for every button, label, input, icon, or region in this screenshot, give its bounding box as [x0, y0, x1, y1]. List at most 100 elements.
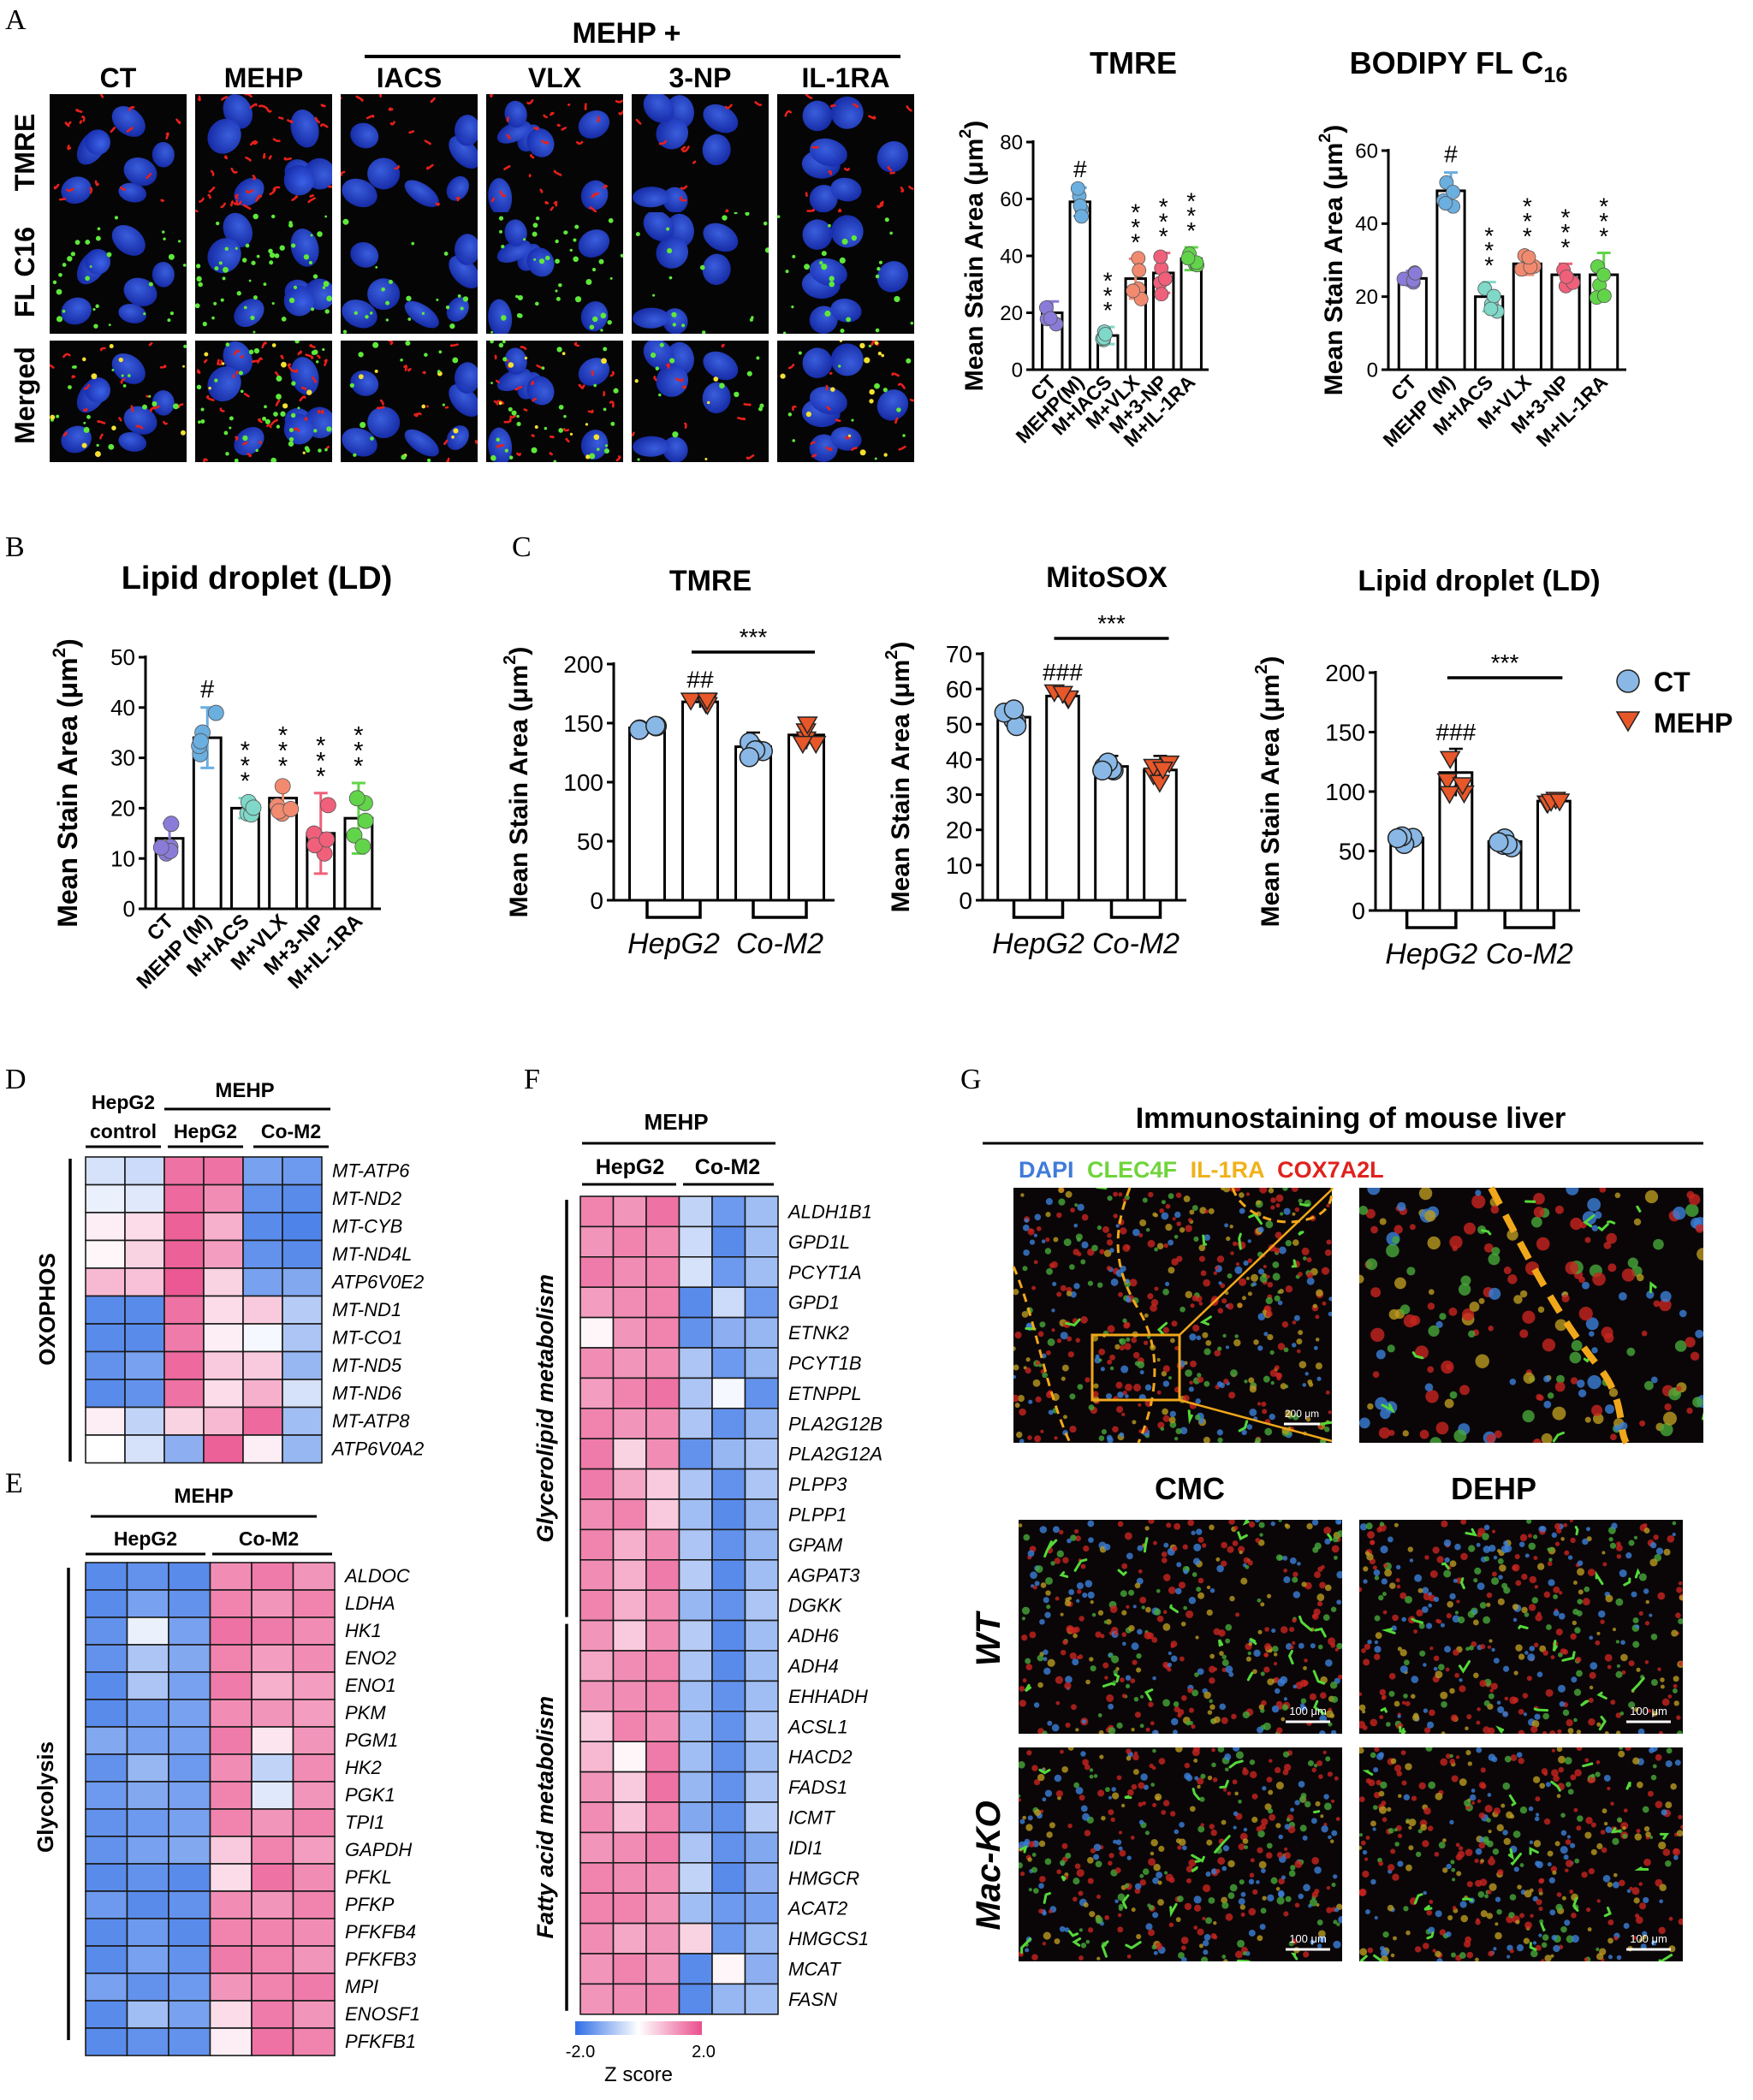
tissue-signal: [1247, 1239, 1251, 1243]
tissue-signal: [1529, 1575, 1537, 1584]
nucleus: [663, 187, 688, 212]
tissue-signal: [1024, 1218, 1029, 1223]
chart-c-ld-point-mehp: [1439, 750, 1461, 769]
tissue-signal: [1309, 1693, 1317, 1700]
lipid-signal: [326, 426, 332, 432]
mitochondria-signal: [430, 97, 436, 104]
tissue-signal: [1559, 1591, 1563, 1595]
tissue-signal: [1328, 1296, 1332, 1302]
tissue-signal: [1359, 1206, 1369, 1215]
heatmap-e-cell: [209, 1836, 253, 1865]
nucleus: [578, 110, 610, 139]
heatmap-d-cell: [163, 1183, 205, 1213]
tissue-signal: [1159, 1208, 1165, 1213]
kupffer-cell-signal: [1038, 1768, 1051, 1775]
tissue-signal: [1678, 1918, 1683, 1925]
tissue-signal: [1278, 1288, 1284, 1294]
tissue-signal: [1221, 1560, 1227, 1567]
heatmap-f-cell: [579, 1619, 615, 1652]
heatmap-f-cell: [711, 1408, 746, 1440]
tissue-signal: [1609, 1542, 1617, 1549]
heatmap-d-cell: [203, 1323, 244, 1353]
tissue-signal: [1198, 1943, 1203, 1949]
tissue-signal: [1106, 1694, 1114, 1702]
tissue-signal: [1314, 1866, 1322, 1874]
tissue-signal: [1441, 1731, 1446, 1734]
tissue-signal: [1239, 1551, 1243, 1555]
tissue-signal: [1367, 1531, 1376, 1539]
heatmap-d-cell: [203, 1212, 244, 1242]
heatmap-e-cell: [168, 1890, 211, 1919]
tissue-signal: [1662, 1411, 1678, 1426]
kupffer-cell-signal: [1540, 1922, 1546, 1932]
chart-a-bodipy-annotation-star: *: [1561, 234, 1571, 260]
tissue-signal: [1304, 1800, 1311, 1808]
tissue-signal: [1043, 1597, 1049, 1604]
tissue-signal: [1077, 1252, 1082, 1257]
kupffer-cell-signal: [1411, 1351, 1424, 1360]
tissue-signal: [1576, 1747, 1583, 1751]
chart-a-tmre-point: [1043, 311, 1058, 326]
tissue-signal: [1067, 1596, 1073, 1600]
heatmap-f-row-label: AGPAT3: [787, 1564, 860, 1586]
heatmap-e-cell: [292, 1918, 336, 1947]
lipid-signal: [874, 383, 880, 389]
tissue-signal: [1672, 1688, 1678, 1694]
tissue-signal: [1263, 1265, 1267, 1269]
tissue-signal: [1171, 1320, 1178, 1327]
micrograph-content: [196, 341, 332, 462]
lipid-signal: [365, 315, 369, 319]
mitochondria-signal: [275, 399, 281, 406]
tissue-signal: [1538, 1933, 1542, 1937]
lipid-signal: [148, 282, 153, 287]
column-label-il-1ra: IL-1RA: [801, 62, 889, 93]
tissue-signal: [1441, 1360, 1454, 1374]
tissue-signal: [1143, 1340, 1149, 1345]
tissue-signal: [1370, 1327, 1385, 1343]
tissue-signal: [1196, 1528, 1203, 1535]
tissue-signal: [1399, 1665, 1408, 1674]
lipid-signal: [223, 430, 229, 436]
tissue-signal: [1588, 1868, 1595, 1875]
tissue-signal: [1399, 1304, 1411, 1314]
mitochondria-signal: [118, 417, 122, 422]
kupffer-cell-signal: [1582, 1762, 1594, 1768]
tissue-signal: [1508, 1912, 1515, 1919]
tissue-signal: [1608, 1537, 1613, 1542]
micrograph-merged-ct: [50, 341, 187, 462]
chart-a-tmre-point: [1098, 327, 1113, 341]
tissue-signal: [1471, 1789, 1476, 1793]
mitochondria-signal: [897, 383, 906, 389]
lipid-signal: [585, 279, 592, 285]
mitochondria-signal: [299, 395, 306, 402]
tissue-signal: [1107, 1325, 1115, 1333]
tissue-signal: [1316, 1943, 1322, 1949]
micrograph-merged-mehp: [195, 341, 332, 462]
tissue-signal: [1643, 1896, 1649, 1903]
tissue-signal: [1408, 1845, 1414, 1851]
lipid-signal: [524, 356, 528, 360]
tissue-signal: [1145, 1227, 1150, 1232]
tissue-signal: [1495, 1922, 1499, 1926]
tissue-signal: [1405, 1763, 1412, 1771]
chart-a-bodipy-annotation-star: *: [1599, 208, 1608, 234]
heatmap-d-cell: [85, 1183, 126, 1213]
tissue-signal: [1142, 1868, 1150, 1875]
mitochondria-signal: [835, 418, 841, 423]
lipid-signal: [490, 454, 496, 461]
tissue-signal: [1495, 1896, 1501, 1902]
heatmap-f-row-group-1: Glycerolipid metabolism: [532, 1274, 558, 1543]
heatmap-f-cell: [579, 1650, 615, 1682]
tissue-signal: [1307, 1759, 1314, 1767]
tissue-signal: [1531, 1719, 1540, 1728]
lipid-signal: [490, 330, 494, 334]
heatmap-f-cell: [579, 1377, 615, 1409]
tissue-signal: [1219, 1703, 1227, 1711]
tissue-signal: [1587, 1197, 1601, 1212]
tissue-signal: [1547, 1862, 1552, 1867]
tissue-signal: [1265, 1220, 1274, 1229]
chart-b-lipid-droplet: Lipid droplet (LD)Mean Stain Area (μm2)0…: [50, 561, 392, 994]
tissue-signal: [1063, 1415, 1067, 1420]
tissue-signal: [1442, 1838, 1447, 1842]
tissue-signal: [1073, 1878, 1080, 1885]
